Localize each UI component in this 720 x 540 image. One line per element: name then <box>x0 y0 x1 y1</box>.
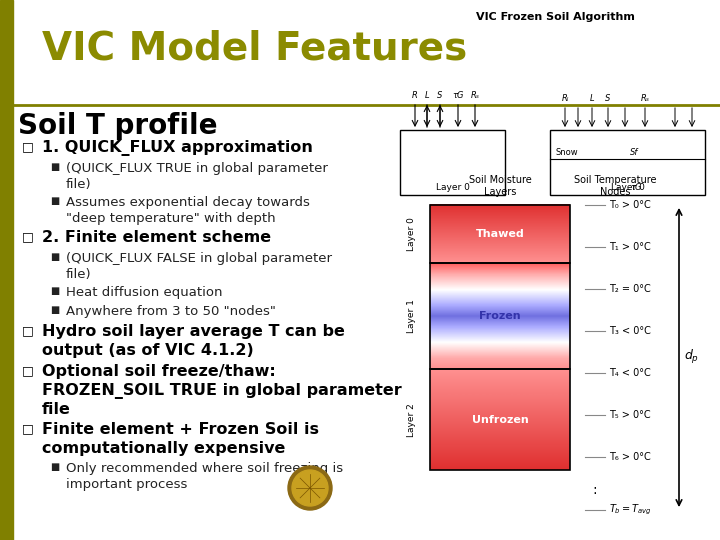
Text: 1. QUICK_FLUX approximation: 1. QUICK_FLUX approximation <box>42 140 313 156</box>
Text: R: R <box>412 91 418 100</box>
Text: VIC Model Features: VIC Model Features <box>42 30 467 68</box>
Text: S: S <box>437 91 443 100</box>
Circle shape <box>288 466 332 510</box>
Text: ■: ■ <box>50 252 59 262</box>
Text: Snow: Snow <box>555 148 577 157</box>
Text: Hydro soil layer average T can be
output (as of VIC 4.1.2): Hydro soil layer average T can be output… <box>42 324 345 357</box>
Text: (QUICK_FLUX FALSE in global parameter
file): (QUICK_FLUX FALSE in global parameter fi… <box>66 252 332 281</box>
Text: □: □ <box>22 364 34 377</box>
Bar <box>430 264 570 369</box>
Text: Rₛ: Rₛ <box>470 91 480 100</box>
Bar <box>550 130 705 195</box>
Text: Soil T profile: Soil T profile <box>18 112 217 140</box>
Text: Assumes exponential decay towards
"deep temperature" with depth: Assumes exponential decay towards "deep … <box>66 196 310 225</box>
Text: Sf: Sf <box>630 148 639 157</box>
Text: T₅ > 0°C: T₅ > 0°C <box>609 410 651 420</box>
Text: Soil Temperature
Nodes: Soil Temperature Nodes <box>574 176 656 197</box>
Text: Thawed: Thawed <box>476 229 524 239</box>
Circle shape <box>292 470 328 506</box>
Text: Rₛ: Rₛ <box>641 94 649 103</box>
Bar <box>0 0 13 540</box>
Text: □: □ <box>22 324 34 337</box>
Text: □: □ <box>22 422 34 435</box>
Text: VIC Frozen Soil Algorithm: VIC Frozen Soil Algorithm <box>476 12 634 22</box>
Text: Soil Moisture
Layers: Soil Moisture Layers <box>469 176 531 197</box>
Text: $d_p$: $d_p$ <box>684 348 699 367</box>
Text: S: S <box>606 94 611 103</box>
Text: Only recommended where soil freezing is
important process: Only recommended where soil freezing is … <box>66 462 343 491</box>
Text: $T_b = T_{avg}$: $T_b = T_{avg}$ <box>609 503 652 517</box>
Text: ■: ■ <box>50 162 59 172</box>
Text: Unfrozen: Unfrozen <box>472 415 528 424</box>
Text: Rₗ: Rₗ <box>562 94 569 103</box>
Text: Layer 1: Layer 1 <box>408 299 416 333</box>
Text: T₄ < 0°C: T₄ < 0°C <box>609 368 651 378</box>
Text: T₃ < 0°C: T₃ < 0°C <box>609 326 651 336</box>
Text: T₀ > 0°C: T₀ > 0°C <box>609 200 651 210</box>
Text: Optional soil freeze/thaw:
FROZEN_SOIL TRUE in global parameter
file: Optional soil freeze/thaw: FROZEN_SOIL T… <box>42 364 402 417</box>
Text: Layer 0: Layer 0 <box>408 217 416 251</box>
Text: τG: τG <box>452 91 464 100</box>
Bar <box>430 205 570 264</box>
Text: 2. Finite element scheme: 2. Finite element scheme <box>42 230 271 245</box>
Text: □: □ <box>22 140 34 153</box>
Text: ■: ■ <box>50 462 59 472</box>
Text: Finite element + Frozen Soil is
computationally expensive: Finite element + Frozen Soil is computat… <box>42 422 319 456</box>
Text: ■: ■ <box>50 305 59 315</box>
Text: :: : <box>593 483 598 497</box>
Text: ■: ■ <box>50 286 59 296</box>
Text: Heat diffusion equation: Heat diffusion equation <box>66 286 222 299</box>
Text: (QUICK_FLUX TRUE in global parameter
file): (QUICK_FLUX TRUE in global parameter fil… <box>66 162 328 191</box>
Text: τG: τG <box>630 183 642 192</box>
Text: T₂ = 0°C: T₂ = 0°C <box>609 284 651 294</box>
Text: Layer 0: Layer 0 <box>436 183 469 192</box>
Text: Layer 2: Layer 2 <box>408 403 416 436</box>
Text: Layer 0: Layer 0 <box>611 183 644 192</box>
Text: □: □ <box>22 230 34 243</box>
Text: L: L <box>590 94 594 103</box>
Bar <box>0 0 720 110</box>
Text: L: L <box>425 91 429 100</box>
Text: ■: ■ <box>50 196 59 206</box>
Text: Frozen: Frozen <box>480 311 521 321</box>
Text: T₁ > 0°C: T₁ > 0°C <box>609 242 651 252</box>
Bar <box>400 130 505 195</box>
Text: T₆ > 0°C: T₆ > 0°C <box>609 452 651 462</box>
Bar <box>430 369 570 470</box>
Text: Anywhere from 3 to 50 "nodes": Anywhere from 3 to 50 "nodes" <box>66 305 276 318</box>
